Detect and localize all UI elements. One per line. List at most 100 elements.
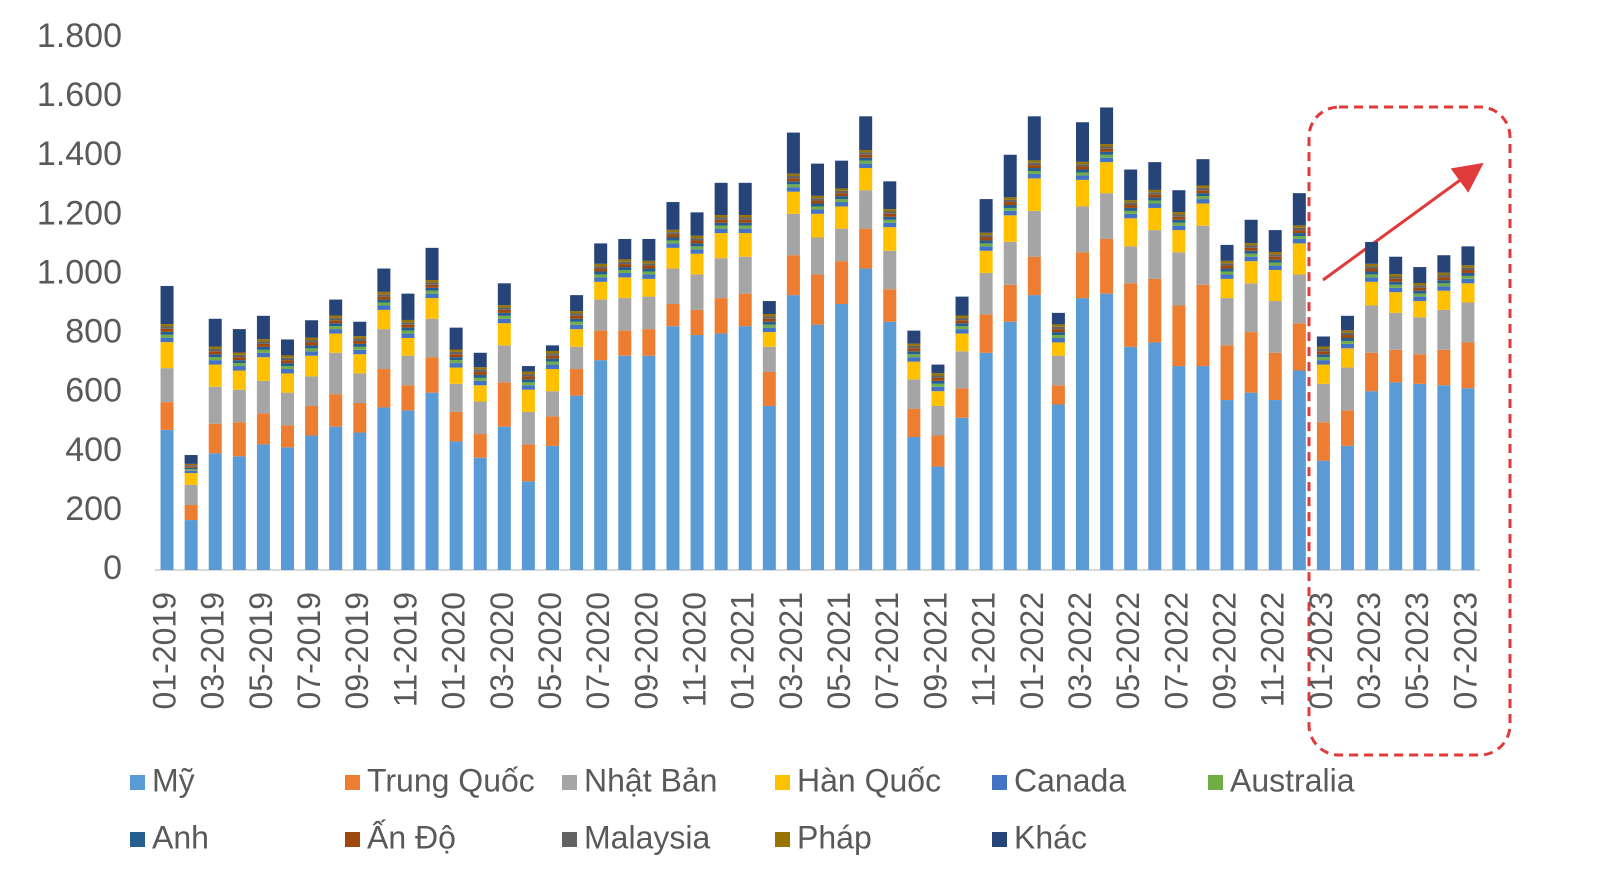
bar-segment xyxy=(546,345,559,351)
bar-segment xyxy=(1003,207,1017,211)
bar-segment xyxy=(570,318,584,322)
bar-segment xyxy=(353,432,367,570)
bar-segment xyxy=(1027,165,1041,169)
bar-segment xyxy=(786,191,800,214)
y-tick-label: 1.400 xyxy=(37,135,122,173)
bar-segment xyxy=(859,150,873,153)
bar-segment xyxy=(1365,241,1379,264)
x-tick-label: 07-2020 xyxy=(580,592,616,709)
bar-segment xyxy=(931,405,945,436)
bar-segment xyxy=(1413,383,1427,570)
bar-segment xyxy=(714,258,728,299)
bar-segment xyxy=(232,360,246,364)
bar-segment xyxy=(1027,116,1041,161)
bar-segment xyxy=(883,219,897,223)
bar-segment xyxy=(642,268,656,272)
bar-segment xyxy=(232,363,246,367)
bar-segment xyxy=(1244,247,1258,251)
bar-segment xyxy=(642,265,656,269)
bar-segment xyxy=(497,318,511,324)
bar-segment xyxy=(883,209,897,212)
bar-segment xyxy=(738,217,752,220)
bar-segment xyxy=(859,168,873,191)
bar-segment xyxy=(642,238,656,261)
bar-segment xyxy=(859,116,873,151)
bar-segment xyxy=(497,283,511,306)
bar-segment xyxy=(979,235,993,238)
bar-segment xyxy=(1196,284,1210,367)
bar-segment xyxy=(184,504,198,521)
bar-segment xyxy=(979,232,993,236)
bar-segment xyxy=(1389,276,1403,279)
bar-segment xyxy=(1244,245,1258,248)
bar-segment xyxy=(642,263,656,266)
bar-segment xyxy=(1244,332,1258,393)
bar-segment xyxy=(256,380,270,414)
legend-label: Pháp xyxy=(797,819,872,855)
bar-segment xyxy=(546,369,559,392)
bar-segment xyxy=(184,473,198,485)
bar-segment xyxy=(449,357,463,361)
bar-segment xyxy=(594,263,608,267)
bar-segment xyxy=(1027,160,1041,163)
bar-segment xyxy=(859,157,873,161)
bar-segment xyxy=(1292,225,1306,228)
x-tick-label: 07-2023 xyxy=(1447,592,1483,709)
bar-segment xyxy=(907,357,921,362)
bar-segment xyxy=(786,187,800,192)
bar-segment xyxy=(425,282,439,285)
bar-segment xyxy=(1220,260,1234,264)
bar-segment xyxy=(1220,298,1234,346)
bar-segment xyxy=(497,305,511,308)
bar-segment xyxy=(305,355,319,377)
x-tick-label: 05-2021 xyxy=(821,592,857,709)
x-tick-label: 07-2021 xyxy=(869,592,905,709)
bar-segment xyxy=(594,281,608,300)
bar-segment xyxy=(208,348,222,352)
bar-segment xyxy=(353,349,367,355)
bar-segment xyxy=(762,314,776,317)
bar-segment xyxy=(1461,278,1475,284)
bar-segment xyxy=(1365,305,1379,353)
bar-segment xyxy=(281,363,294,367)
bar-segment xyxy=(281,369,294,374)
bar-segment xyxy=(1196,366,1210,570)
bar-segment xyxy=(618,298,632,331)
bar-segment xyxy=(666,247,680,269)
bar-segment xyxy=(1389,287,1403,293)
legend-swatch xyxy=(130,832,145,847)
bar-segment xyxy=(1244,253,1258,257)
bar-segment xyxy=(1148,207,1162,231)
bar-segment xyxy=(329,299,343,316)
bar-segment xyxy=(811,203,824,207)
bar-segment xyxy=(1124,283,1138,347)
bar-segment xyxy=(1196,199,1210,204)
bar-segment xyxy=(1461,267,1475,271)
bar-segment xyxy=(329,394,343,427)
bar-segment xyxy=(666,234,680,238)
bar-segment xyxy=(1341,445,1354,570)
bar-segment xyxy=(1413,354,1427,384)
bar-segment xyxy=(160,328,174,332)
bar-segment xyxy=(1413,285,1427,288)
bar-segment xyxy=(1100,151,1114,155)
bar-segment xyxy=(377,291,391,295)
bar-segment xyxy=(1196,185,1210,188)
bar-segment xyxy=(232,370,246,390)
bar-segment xyxy=(473,377,487,381)
bar-segment xyxy=(546,416,559,446)
bar-segment xyxy=(1268,230,1282,252)
bar-segment xyxy=(425,287,439,291)
bar-segment xyxy=(1100,293,1114,570)
bar-segment xyxy=(1076,169,1089,173)
bar-segment xyxy=(521,444,535,482)
bar-segment xyxy=(208,386,222,424)
bar-segment xyxy=(811,198,824,201)
bar-segment xyxy=(786,173,800,177)
bar-segment xyxy=(1316,360,1330,365)
bar-segment xyxy=(305,348,319,352)
bar-segment xyxy=(1413,317,1427,355)
bar-segment xyxy=(1124,213,1138,219)
bar-segment xyxy=(955,323,969,327)
